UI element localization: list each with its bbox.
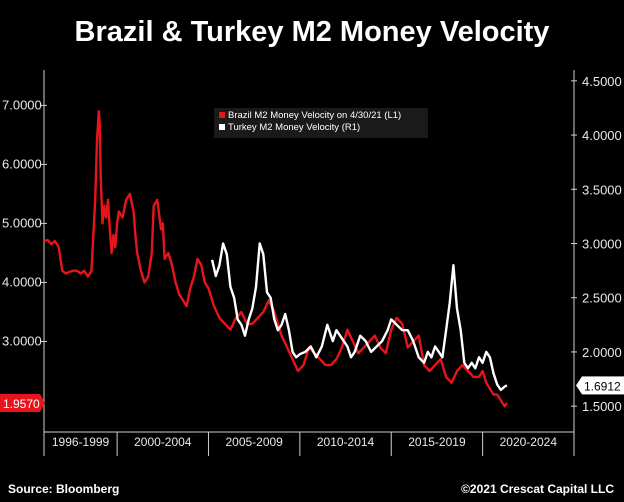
x-tick-label: 1996-1999 — [52, 435, 110, 449]
brazil-last-value-label: 1.9570 — [3, 397, 40, 411]
x-axis: 1996-1999 2000-2004 2005-2009 2010-2014 2015… — [43, 431, 575, 456]
right-tick-label: 2.5000 — [582, 291, 622, 306]
x-tick-label: 2020-2024 — [500, 435, 558, 449]
left-tick-label: 5.0000 — [2, 215, 42, 230]
turkey-last-value-label: 1.6912 — [584, 379, 621, 393]
right-tick-label: 4.0000 — [582, 128, 622, 143]
brazil-last-value-box — [0, 394, 40, 413]
brazil-series-line — [43, 110, 508, 408]
left-tick-label: 3.0000 — [2, 333, 42, 348]
right-tick-label: 2.0000 — [582, 345, 622, 360]
turkey-last-value-box — [582, 376, 624, 395]
copyright-note: ©2021 Crescat Capital LLC — [461, 482, 614, 496]
series-layer — [43, 110, 508, 408]
x-tick-label: 2000-2004 — [134, 435, 192, 449]
left-tick-label: 4.0000 — [2, 274, 42, 289]
legend-swatch-brazil — [219, 112, 225, 118]
source-note: Source: Bloomberg — [8, 482, 120, 496]
legend: Brazil M2 Money Velocity on 4/30/21 (L1)… — [214, 108, 428, 138]
right-tick-label: 1.5000 — [582, 399, 622, 414]
last-value-labels: 1.9570 1.6912 — [0, 376, 624, 413]
legend-swatch-turkey — [219, 124, 225, 130]
right-tick-label: 3.5000 — [582, 182, 622, 197]
right-tick-label: 3.0000 — [582, 236, 622, 251]
x-tick-label: 2010-2014 — [317, 435, 375, 449]
chart-title: Brazil & Turkey M2 Money Velocity — [74, 16, 550, 48]
legend-label-turkey: Turkey M2 Money Velocity (R1) — [228, 122, 360, 133]
turkey-last-value-arrow — [576, 376, 582, 395]
right-tick-label: 4.5000 — [582, 74, 622, 89]
x-tick-label: 2015-2019 — [408, 435, 466, 449]
left-tick-label: 6.0000 — [2, 156, 42, 171]
legend-label-brazil: Brazil M2 Money Velocity on 4/30/21 (L1) — [228, 110, 401, 121]
x-tick-label: 2005-2009 — [225, 435, 283, 449]
legend-box — [214, 108, 428, 138]
axes: 7.0000 6.0000 5.0000 4.0000 3.0000 4.5000 4.00… — [2, 70, 622, 432]
turkey-series-line — [210, 242, 508, 392]
brazil-last-value-arrow — [40, 394, 45, 413]
left-tick-label: 7.0000 — [2, 97, 42, 112]
